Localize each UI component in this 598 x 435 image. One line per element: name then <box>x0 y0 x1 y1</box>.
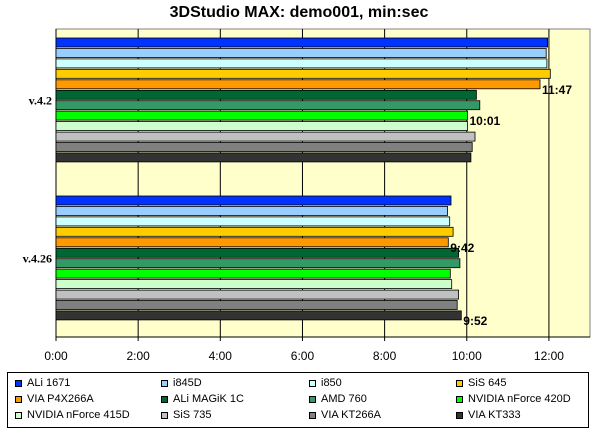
chart-legend: ALi 1671 i845D i850 SiS 645 VIA P4X266A ALi M… <box>7 372 589 428</box>
legend-swatch <box>456 396 463 403</box>
legend-label: i850 <box>321 377 342 389</box>
chart-title: 3DStudio MAX: demo001, min:sec <box>169 4 429 21</box>
x-tick-label: 12:00 <box>534 349 564 363</box>
legend-item: VIA P4X266A <box>15 393 155 407</box>
bar <box>55 89 477 100</box>
bar <box>55 152 472 163</box>
legend-item: VIA KT333 <box>456 409 596 423</box>
legend-item: NVIDIA nForce 415D <box>15 409 155 423</box>
legend-swatch <box>161 396 168 403</box>
legend-label: i845D <box>173 377 202 389</box>
legend-label: VIA P4X266A <box>27 393 94 405</box>
bar <box>55 268 451 279</box>
legend-item: i850 <box>309 377 449 391</box>
data-label: 10:01 <box>470 114 501 128</box>
legend-label: ALi 1671 <box>27 377 71 389</box>
x-tick-label: 8:00 <box>373 349 397 363</box>
data-label: 11:47 <box>542 83 572 97</box>
legend-item: SiS 735 <box>161 409 301 423</box>
x-tick-label: 4:00 <box>209 349 233 363</box>
bar <box>55 310 462 321</box>
legend-swatch <box>15 396 22 403</box>
bar <box>55 300 458 310</box>
x-tick-label: 2:00 <box>126 349 150 363</box>
legend-label: NVIDIA nForce 415D <box>27 409 130 421</box>
bar <box>55 100 481 111</box>
bar <box>55 226 454 237</box>
legend-swatch <box>15 380 22 387</box>
bar <box>55 37 549 48</box>
data-label: 9:42 <box>450 241 474 255</box>
bar-chart: 0:00 2:00 4:00 6:00 8:00 10:00 12:00 v.4.2 v.4.2… <box>23 28 591 363</box>
legend-swatch <box>309 396 316 403</box>
legend-swatch <box>456 412 463 419</box>
bar <box>55 216 451 227</box>
legend-item: ALi 1671 <box>15 377 155 391</box>
legend-label: AMD 760 <box>321 393 367 405</box>
bar <box>55 205 449 216</box>
bar <box>55 247 460 258</box>
bar <box>55 48 547 58</box>
bar <box>55 68 551 79</box>
bar <box>55 258 461 269</box>
legend-label: NVIDIA nForce 420D <box>468 393 571 405</box>
legend-swatch <box>161 412 168 419</box>
bar <box>55 237 449 248</box>
bar <box>55 142 473 152</box>
legend-label: VIA KT333 <box>468 409 521 421</box>
bar <box>55 58 548 69</box>
legend-label: VIA KT266A <box>321 409 381 421</box>
bar <box>55 121 468 131</box>
legend-label: SiS 735 <box>173 409 212 421</box>
legend-item: NVIDIA nForce 420D <box>456 393 596 407</box>
legend-swatch <box>15 412 22 419</box>
legend-swatch <box>161 380 168 387</box>
x-tick-label: 10:00 <box>452 349 482 363</box>
group-label: v.4.26 <box>23 252 52 266</box>
bar <box>55 289 460 300</box>
legend-label: ALi MAGiK 1C <box>173 393 244 405</box>
bar <box>55 279 453 290</box>
legend-label: SiS 645 <box>468 377 507 389</box>
group-label: v.4.2 <box>29 94 52 108</box>
bar <box>55 131 476 142</box>
x-tick-label: 6:00 <box>291 349 315 363</box>
bar <box>55 79 541 90</box>
legend-item: VIA KT266A <box>309 409 449 423</box>
legend-item: ALi MAGiK 1C <box>161 393 301 407</box>
bar <box>55 110 468 121</box>
data-label: 9:52 <box>463 314 487 328</box>
x-tick-label: 0:00 <box>44 349 68 363</box>
legend-item: i845D <box>161 377 301 391</box>
legend-swatch <box>456 380 463 387</box>
legend-swatch <box>309 380 316 387</box>
legend-item: AMD 760 <box>309 393 449 407</box>
bar <box>55 195 452 206</box>
legend-item: SiS 645 <box>456 377 596 391</box>
legend-swatch <box>309 412 316 419</box>
